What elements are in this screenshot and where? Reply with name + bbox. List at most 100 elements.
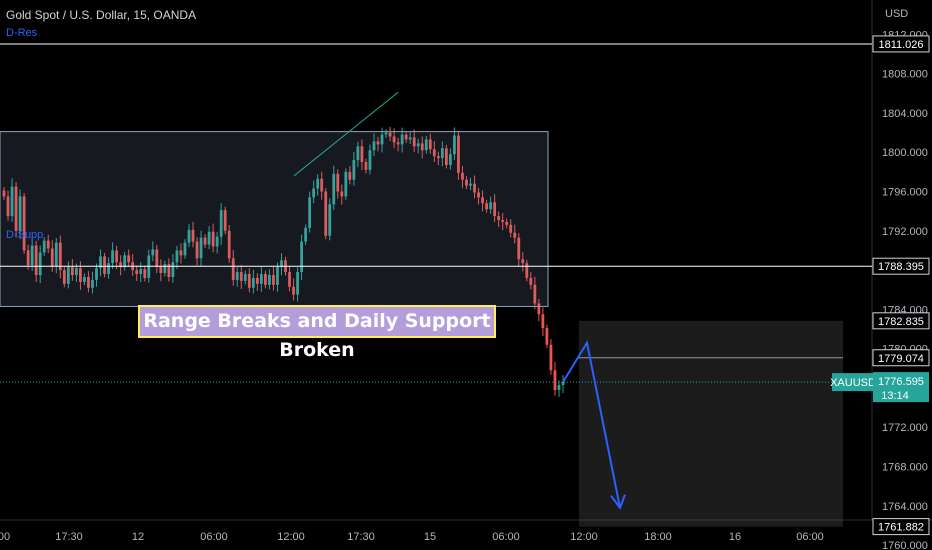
candle [163,264,167,274]
candle [171,262,175,277]
candle [368,150,372,170]
candle [376,141,380,145]
candle [453,135,456,155]
candle [545,328,549,345]
candle [243,274,247,281]
price-tag [872,349,930,367]
candle [324,191,328,236]
candle [199,237,203,259]
candle [135,270,139,275]
current-price-tag [873,372,929,403]
candle [332,173,336,205]
candle [497,216,501,220]
candle [308,197,312,228]
candle [235,272,239,280]
trend-line [293,91,399,177]
chart-title: Gold Spot / U.S. Dollar, 15, OANDA [6,8,197,22]
price-tag-label: 1788.395 [878,261,924,273]
candle [38,252,42,275]
candle [553,370,557,390]
candle [364,162,368,170]
candle [541,314,545,329]
candle [296,272,299,295]
candle [103,256,106,275]
candle [54,242,58,267]
candle [513,232,517,238]
projection-arrow-head [610,494,626,510]
candle [328,204,332,236]
x-tick-label: 17:30 [55,531,83,543]
x-tick-label: 15 [424,531,436,543]
candle [396,142,400,145]
candle [187,229,191,243]
symbol-tag-label: XAUUSD [830,377,876,389]
range-box [0,131,549,307]
candle [95,268,98,280]
price-tag [872,518,930,536]
x-tick-label: 16 [729,531,741,543]
candle [428,139,432,150]
candle [195,241,199,259]
candle [46,240,50,249]
candle [477,192,480,198]
x-tick-label: 06:00 [492,531,520,543]
current-price-label: 1776.595 [878,376,924,388]
candle [517,237,521,260]
x-tick-label: 17:30 [347,531,375,543]
candle [30,245,34,266]
candle [557,385,561,390]
candle [127,255,131,263]
y-tick-label: 1764.000 [882,501,928,513]
candle [203,237,207,245]
candle [219,210,223,237]
projection-arrow [562,340,621,508]
candle [469,183,472,186]
candle [62,270,66,284]
candle [380,134,384,145]
candle [292,286,295,295]
candle [175,250,179,263]
candle [525,263,529,278]
candle [34,245,38,275]
candle [340,191,344,197]
candle [70,267,74,275]
candle [537,303,541,315]
candle [352,160,356,180]
candle [251,277,255,288]
candle [304,227,308,242]
candle [420,143,424,151]
annotation-text: Range Breaks and Daily Support Broken [138,305,496,361]
candle [151,249,155,256]
candle [50,248,54,267]
candle [179,250,183,256]
candle [320,178,324,192]
candle [493,202,497,217]
x-axis: 00 17:30 12 06:00 12:00 17:30 15 06:00 12:00 18:0… [0,531,824,543]
y-axis: 1760.0001764.0001768.0001772.0001776.000… [882,29,928,550]
candle [489,202,493,210]
candle [99,256,102,269]
candle [400,134,404,145]
candle [66,267,70,284]
candle [183,242,187,256]
indicator-res-label: D-Res [6,27,38,39]
candle [444,148,448,165]
candle [485,203,488,210]
candle [91,279,94,288]
y-tick-label: 1800.000 [882,147,928,159]
candle [255,277,259,284]
price-tag [872,257,930,275]
price-tag-label: 1782.835 [878,316,924,328]
target-box [579,320,843,527]
candle [155,249,159,267]
candle [280,260,283,268]
candle [111,250,114,264]
candle [432,149,436,157]
candle [18,196,22,231]
candle [501,220,505,222]
x-tick-label: 18:00 [644,531,672,543]
candle [139,269,143,275]
price-tag [872,35,930,53]
candle [10,186,14,217]
